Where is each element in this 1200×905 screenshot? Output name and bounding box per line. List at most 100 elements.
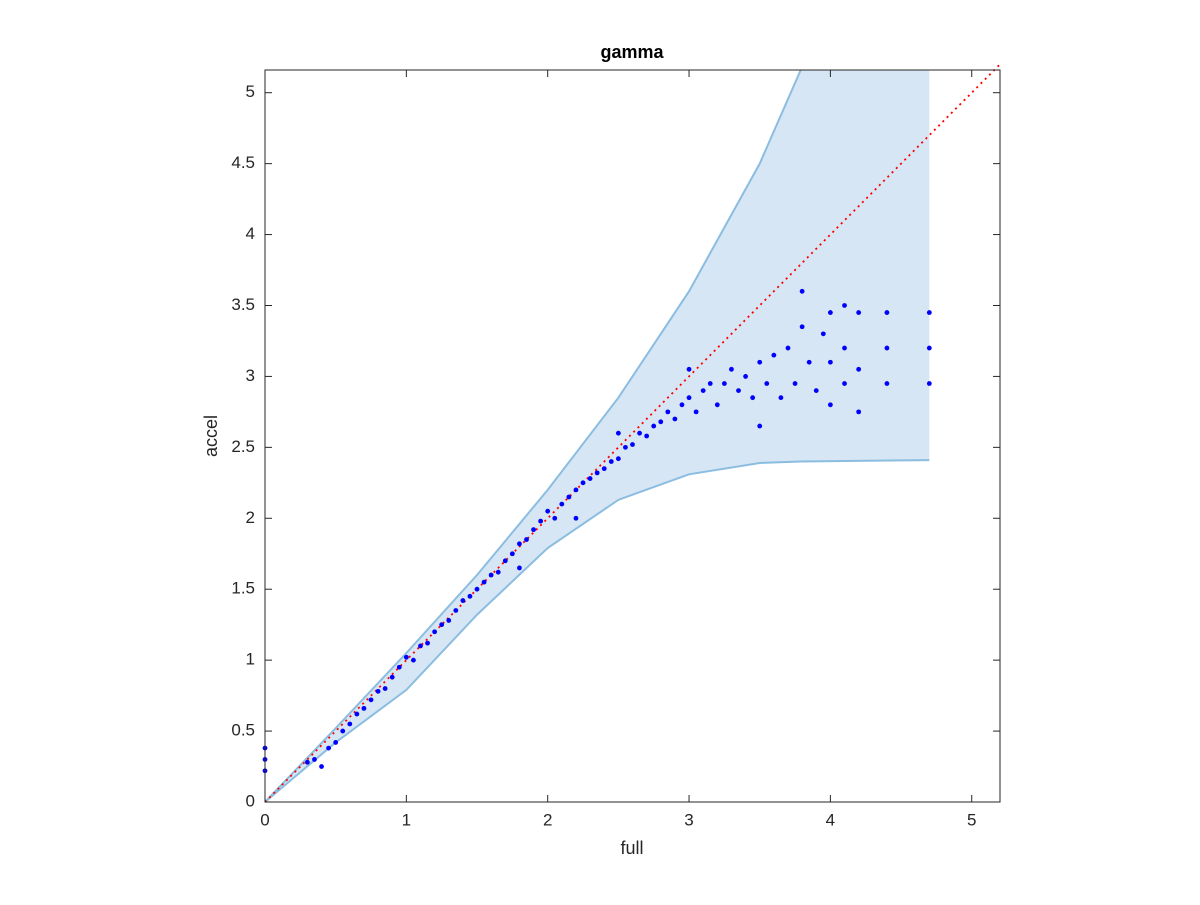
x-tick-label: 0 [260,810,269,829]
data-point [792,381,798,386]
x-tick-label: 3 [684,810,693,829]
x-tick-label: 5 [967,810,976,829]
data-point [721,381,727,386]
data-point [375,688,381,694]
data-point [714,402,720,408]
data-point [531,527,536,533]
data-point [778,395,784,401]
data-point [474,586,480,592]
data-point [884,381,890,386]
data-point [926,345,932,351]
data-point [502,558,508,564]
data-point [757,359,763,365]
data-point [446,618,452,623]
data-point [594,470,600,476]
data-point [884,310,890,315]
data-point [481,579,487,585]
axes-box [264,69,1001,803]
band-edge [264,459,930,803]
data-point [686,366,692,372]
data-point [488,572,494,578]
data-point [524,537,529,542]
data-point [757,423,763,429]
data-point [368,697,374,703]
y-tick-label: 1 [246,650,255,669]
data-point [771,352,777,358]
data-point [418,643,423,649]
data-point [333,740,339,745]
y-tick-label: 4.5 [231,153,255,172]
x-axis-label: full [620,838,643,858]
x-tick-label: 4 [826,810,835,829]
data-point [856,409,862,415]
data-point [813,388,819,394]
data-point [319,764,324,769]
data-point [340,728,346,734]
data-point [750,395,756,401]
data-point [354,711,360,717]
data-point [820,331,826,337]
y-tick-label: 2 [246,508,255,527]
confidence-band [265,70,930,802]
data-point [827,310,833,315]
data-point [799,324,805,330]
data-point [425,640,430,646]
data-point [615,456,621,462]
data-point [403,654,409,660]
chart-title: gamma [600,42,664,62]
data-point [700,388,706,394]
data-point [842,345,847,351]
y-tick-label: 1.5 [231,579,255,598]
data-point [926,381,932,386]
data-point [509,551,515,557]
data-point [587,476,593,481]
data-point [347,721,353,727]
x-tick-label: 2 [543,810,552,829]
data-point [623,444,628,450]
data-point [736,388,741,394]
data-point [665,409,671,415]
data-point [573,515,579,521]
data-point [827,359,833,365]
data-point [658,419,664,425]
data-point [842,381,847,386]
data-point [799,288,805,294]
y-tick-label: 0 [246,791,255,810]
data-point [884,345,890,351]
data-point [545,508,551,514]
data-point [926,310,932,315]
data-point [517,541,522,547]
data-point [630,442,635,447]
data-point [615,430,621,436]
y-tick-label: 3.5 [231,295,255,314]
data-point [651,423,657,429]
x-tick-label: 1 [402,810,411,829]
data-point [389,674,395,680]
data-point [679,402,685,408]
data-point [411,657,416,663]
data-point [785,345,791,351]
data-point [467,593,473,599]
data-point [644,433,650,439]
data-point [460,598,466,603]
data-point [517,565,522,571]
data-point [856,310,862,315]
data-point [827,402,833,408]
band-edge [264,69,802,803]
y-axis-label: accel [201,415,221,457]
data-point [729,366,734,372]
data-point [538,518,544,524]
y-tick-label: 5 [246,82,255,101]
data-point [439,622,445,628]
data-point [382,686,388,691]
data-point [566,494,572,500]
data-point [672,416,678,422]
data-point [432,629,438,635]
data-point [552,515,558,521]
data-point [743,374,748,379]
data-point [453,608,459,613]
data-point [396,664,402,670]
data-point [326,745,332,751]
y-tick-label: 2.5 [231,437,255,456]
